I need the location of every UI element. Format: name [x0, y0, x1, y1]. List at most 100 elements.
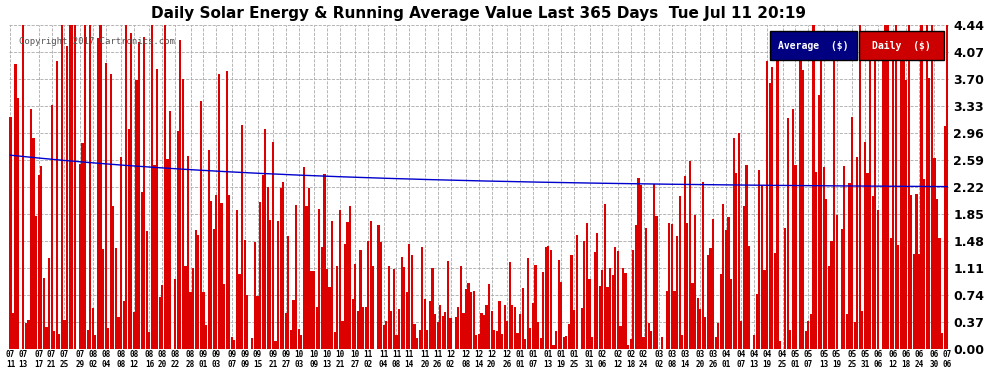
Bar — [552, 345, 554, 349]
Bar — [673, 291, 675, 349]
Bar — [887, 21, 889, 349]
Bar — [35, 216, 38, 349]
Bar — [540, 338, 542, 349]
Bar — [189, 292, 192, 349]
Bar — [241, 125, 244, 349]
Bar — [156, 69, 158, 349]
Bar — [150, 26, 153, 349]
Bar — [316, 307, 318, 349]
Bar — [41, 166, 43, 349]
Bar — [897, 245, 900, 349]
Bar — [720, 274, 722, 349]
Bar — [614, 248, 617, 349]
Bar — [805, 331, 807, 349]
Bar — [236, 210, 238, 349]
Bar — [549, 250, 552, 349]
Bar — [591, 337, 593, 349]
Bar — [416, 338, 418, 349]
Title: Daily Solar Energy & Running Average Value Last 365 Days  Tue Jul 11 20:19: Daily Solar Energy & Running Average Val… — [151, 6, 807, 21]
Bar — [890, 238, 892, 349]
Bar — [329, 287, 331, 349]
Bar — [522, 288, 524, 349]
Bar — [390, 311, 392, 349]
Bar — [678, 196, 681, 349]
Bar — [334, 332, 336, 349]
Bar — [120, 157, 122, 349]
Bar — [910, 195, 913, 349]
Bar — [843, 166, 845, 349]
Bar — [462, 312, 464, 349]
Bar — [527, 258, 529, 349]
Bar — [298, 329, 300, 349]
Bar — [364, 307, 366, 349]
Bar — [517, 333, 519, 349]
Bar — [287, 236, 289, 349]
Bar — [565, 336, 567, 349]
Bar — [511, 305, 514, 349]
Bar — [192, 268, 194, 349]
FancyBboxPatch shape — [770, 31, 856, 60]
Bar — [753, 335, 755, 349]
Bar — [60, 20, 63, 349]
Bar — [633, 250, 635, 349]
Bar — [125, 20, 128, 349]
Bar — [702, 182, 704, 349]
Bar — [581, 308, 583, 349]
Bar — [94, 335, 96, 349]
Bar — [514, 307, 516, 349]
Bar — [251, 338, 253, 349]
Bar — [697, 298, 699, 349]
Bar — [445, 312, 446, 349]
Bar — [776, 56, 778, 349]
Bar — [491, 311, 493, 349]
Bar — [58, 334, 60, 349]
Bar — [313, 271, 315, 349]
Bar — [660, 337, 662, 349]
Bar — [710, 248, 712, 349]
Bar — [882, 51, 884, 349]
Bar — [380, 242, 382, 349]
Bar — [205, 325, 207, 349]
Bar — [131, 33, 133, 349]
Bar — [506, 321, 508, 349]
Bar — [138, 42, 141, 349]
Bar — [483, 315, 485, 349]
Bar — [939, 238, 940, 349]
Bar — [218, 74, 220, 349]
Bar — [704, 316, 707, 349]
Bar — [174, 279, 176, 349]
Bar — [208, 150, 210, 349]
Bar — [691, 283, 694, 349]
Bar — [586, 223, 588, 349]
Bar — [290, 330, 292, 349]
Bar — [892, 48, 894, 349]
Bar — [736, 173, 738, 349]
Bar — [866, 173, 868, 349]
Bar — [789, 330, 791, 349]
Bar — [725, 230, 727, 349]
Bar — [112, 206, 115, 349]
Bar — [107, 328, 109, 349]
Bar — [841, 229, 842, 349]
Bar — [620, 326, 622, 349]
Bar — [356, 311, 359, 349]
Bar — [179, 40, 181, 349]
Bar — [869, 40, 871, 349]
Bar — [555, 332, 557, 349]
Bar — [823, 167, 825, 349]
Bar — [318, 209, 321, 349]
Bar — [643, 337, 644, 349]
Bar — [398, 309, 400, 349]
Bar — [733, 138, 735, 349]
Bar — [102, 249, 104, 349]
Bar — [144, 38, 146, 349]
Bar — [266, 188, 269, 349]
Bar — [187, 156, 189, 349]
Bar — [395, 334, 398, 349]
Bar — [305, 206, 308, 349]
Bar — [295, 205, 297, 349]
Bar — [820, 51, 823, 349]
Bar — [612, 275, 614, 349]
Bar — [30, 109, 32, 349]
Bar — [429, 301, 431, 349]
